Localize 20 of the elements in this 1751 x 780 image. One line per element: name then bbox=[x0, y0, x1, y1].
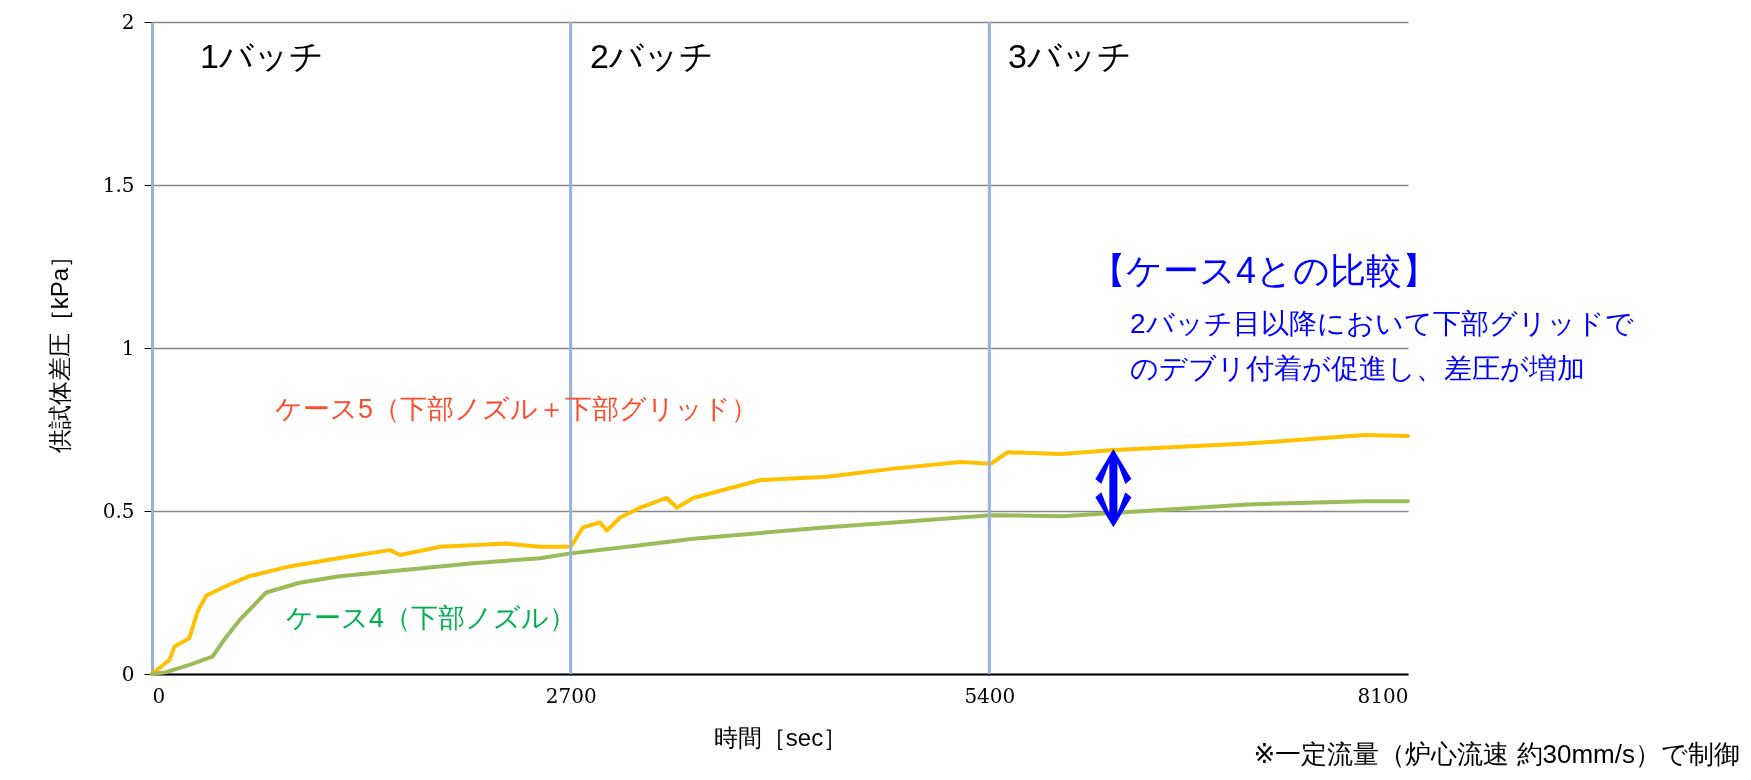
y-tick-label: 1 bbox=[121, 335, 135, 360]
x-tick-label: 5400 bbox=[964, 683, 1016, 708]
text: ※一定流量（炉心流速 約30mm/s）で制御 bbox=[1253, 739, 1740, 769]
x-tick-label: 2700 bbox=[545, 683, 597, 708]
y-tick-label: 1.5 bbox=[102, 172, 135, 197]
y-tick-label: 0 bbox=[121, 661, 135, 686]
annotation: 【ケース4との比較】 bbox=[1090, 250, 1439, 291]
y-axis-title: 供試体差圧［kPa］ bbox=[45, 243, 73, 454]
series-label: ケース4（下部ノズル） bbox=[286, 602, 577, 633]
annotation: のデブリ付着が促進し、差圧が増加 bbox=[1130, 353, 1585, 384]
x-tick-label: 0 bbox=[152, 683, 166, 708]
x-axis-title: 時間［sec］ bbox=[713, 723, 848, 751]
annotation: 3バッチ bbox=[1008, 37, 1132, 75]
y-tick-label: 0.5 bbox=[102, 498, 135, 523]
annotation: 1バッチ bbox=[200, 37, 324, 75]
y-tick-label: 2 bbox=[121, 9, 135, 34]
annotation: 2バッチ bbox=[590, 37, 714, 75]
text: ケース5（下部ノズル＋下部グリッド） bbox=[274, 393, 758, 424]
x-tick-label: 8100 bbox=[1357, 683, 1409, 708]
annotation: 2バッチ目以降において下部グリッドで bbox=[1130, 308, 1634, 339]
